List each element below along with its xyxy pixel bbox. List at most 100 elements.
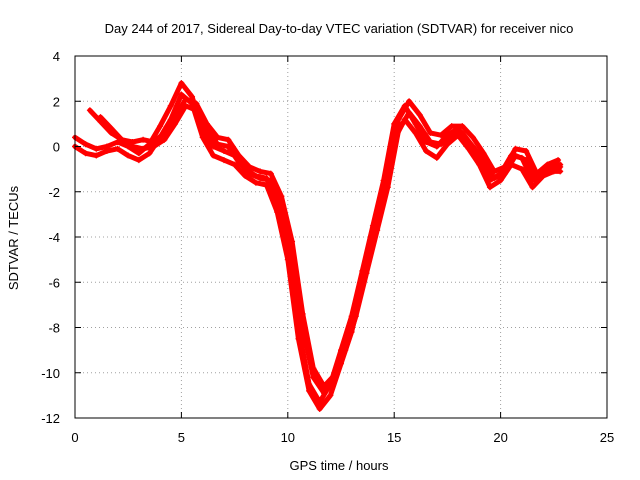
data-point (252, 179, 259, 186)
data-point (395, 116, 402, 123)
data-point (284, 256, 291, 263)
data-point (93, 152, 100, 159)
data-point (193, 100, 200, 107)
data-point (214, 134, 221, 141)
data-point (427, 129, 434, 136)
data-point (406, 98, 413, 105)
data-point (140, 145, 147, 152)
data-point (486, 184, 493, 191)
data-point (267, 170, 274, 177)
data-point (501, 170, 508, 177)
x-tick-label: 0 (71, 430, 78, 445)
data-point (444, 141, 451, 148)
data-point (97, 114, 104, 121)
data-point (480, 150, 487, 157)
data-point (172, 120, 179, 127)
y-tick-label: -6 (48, 275, 60, 290)
data-point (257, 175, 264, 182)
data-point (497, 177, 504, 184)
data-point (189, 93, 196, 100)
data-point (384, 184, 391, 191)
data-point (295, 335, 302, 342)
data-point (193, 107, 200, 114)
data-point (82, 150, 89, 157)
data-point (406, 109, 413, 116)
data-point (114, 138, 121, 145)
data-point (220, 157, 227, 164)
data-point (374, 227, 381, 234)
data-point (423, 148, 430, 155)
data-point (246, 170, 253, 177)
y-tick-label: -2 (48, 185, 60, 200)
data-point (512, 152, 519, 159)
data-point (267, 177, 274, 184)
data-point (178, 91, 185, 98)
data-point (257, 168, 264, 175)
data-point (529, 184, 536, 191)
data-point (210, 152, 217, 159)
y-tick-label: 0 (53, 140, 60, 155)
data-point (427, 138, 434, 145)
data-point (331, 376, 338, 383)
data-point (103, 148, 110, 155)
y-tick-label: -4 (48, 230, 60, 245)
data-point (210, 143, 217, 150)
data-point (433, 154, 440, 161)
data-point (157, 123, 164, 130)
data-point (352, 313, 359, 320)
data-point (235, 159, 242, 166)
x-tick-label: 20 (493, 430, 507, 445)
data-point (469, 143, 476, 150)
data-point (199, 134, 206, 141)
data-point (86, 107, 93, 114)
data-point (557, 163, 564, 170)
x-tick-label: 5 (178, 430, 185, 445)
data-point (246, 163, 253, 170)
data-point (342, 347, 349, 354)
data-point (299, 324, 306, 331)
data-layer (72, 80, 564, 412)
data-point (135, 150, 142, 157)
y-tick-label: 2 (53, 94, 60, 109)
data-point (459, 129, 466, 136)
data-point (327, 392, 334, 399)
y-tick-label: -8 (48, 321, 60, 336)
data-point (363, 270, 370, 277)
data-point (182, 102, 189, 109)
data-point (278, 202, 285, 209)
data-point (242, 172, 249, 179)
y-tick-label: -10 (41, 366, 60, 381)
y-axis-label: SDTVAR / TECUs (6, 185, 21, 290)
data-point (459, 123, 466, 130)
data-point (448, 123, 455, 130)
y-tick-label: 4 (53, 49, 60, 64)
data-point (320, 390, 327, 397)
data-point (135, 157, 142, 164)
data-point (82, 141, 89, 148)
data-point (544, 168, 551, 175)
data-point (412, 129, 419, 136)
y-tick-label: -12 (41, 411, 60, 426)
x-tick-label: 25 (600, 430, 614, 445)
data-point (93, 145, 100, 152)
data-point (491, 175, 498, 182)
data-series (97, 102, 564, 397)
data-point (203, 127, 210, 134)
data-point (220, 148, 227, 155)
data-point (225, 136, 232, 143)
data-point (140, 136, 147, 143)
data-point (306, 387, 313, 394)
data-point (214, 141, 221, 148)
data-point (465, 145, 472, 152)
data-point (523, 148, 530, 155)
data-point (480, 157, 487, 164)
data-point (416, 123, 423, 130)
data-point (476, 161, 483, 168)
x-axis-label: GPS time / hours (290, 458, 389, 473)
data-point (231, 161, 238, 168)
data-point (518, 166, 525, 173)
series-trace (98, 103, 563, 396)
data-point (178, 80, 185, 87)
data-point (225, 143, 232, 150)
